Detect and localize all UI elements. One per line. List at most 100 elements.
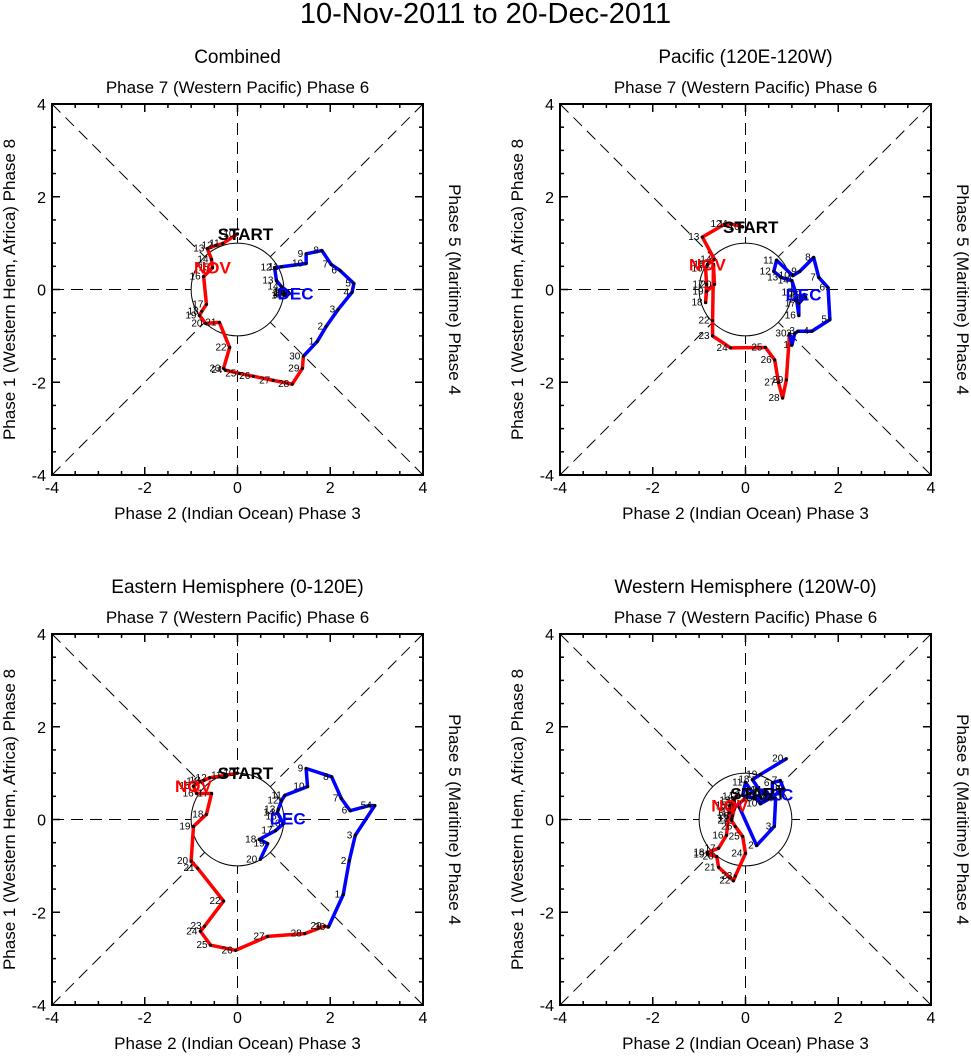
- month-label-dec: DEC: [270, 810, 306, 829]
- panel-title: Combined: [194, 47, 281, 68]
- data-point: [731, 798, 736, 803]
- y-tick-label: 4: [37, 627, 46, 644]
- day-label: 17: [746, 786, 758, 797]
- data-point: [202, 924, 207, 928]
- day-label: 22: [209, 896, 221, 907]
- day-label: 13: [262, 276, 274, 287]
- data-point: [723, 222, 727, 226]
- diagonal-guide: [559, 103, 932, 476]
- start-label: START: [723, 218, 779, 237]
- day-label: 29: [311, 921, 323, 932]
- data-point: [228, 345, 232, 350]
- day-label: 24: [717, 343, 729, 354]
- data-point: [750, 778, 755, 782]
- day-label: 7: [333, 794, 339, 805]
- y-tick-label: 0: [37, 813, 46, 830]
- day-label: 17: [692, 279, 704, 290]
- day-label: 28: [291, 929, 303, 940]
- day-label: 18: [738, 775, 750, 786]
- day-label: 3: [789, 326, 795, 337]
- day-label: 25: [729, 832, 741, 843]
- y-tick-label: 2: [37, 190, 46, 207]
- day-label: 4: [343, 287, 349, 298]
- data-point: [304, 252, 308, 256]
- data-point: [729, 222, 734, 226]
- data-point: [200, 309, 204, 313]
- day-label: 10: [729, 222, 741, 233]
- x-tick-label: 2: [326, 1010, 335, 1027]
- data-point: [257, 837, 261, 842]
- data-point: [802, 293, 806, 297]
- day-label: 11: [732, 777, 743, 788]
- day-label: 16: [275, 289, 287, 300]
- day-label: 8: [323, 772, 329, 783]
- top-axis-label: Phase 7 (Western Pacific) Phase 6: [106, 78, 369, 97]
- left-axis-label: Phase 1 (Western Hem, Africa) Phase 8: [508, 139, 527, 440]
- data-point: [705, 852, 710, 856]
- day-label: 9: [761, 794, 767, 805]
- data-point: [191, 824, 196, 829]
- data-point: [712, 282, 717, 286]
- day-label: 6: [331, 265, 337, 276]
- x-tick-label: -4: [553, 480, 567, 497]
- day-label: 16: [712, 830, 724, 841]
- y-tick-label: -2: [32, 905, 46, 922]
- day-label: 25: [196, 940, 208, 951]
- data-point: [704, 267, 708, 271]
- day-label: 23: [190, 921, 202, 932]
- day-label: 12: [760, 266, 772, 277]
- data-point: [758, 802, 762, 806]
- day-label: 15: [179, 781, 191, 792]
- x-tick-label: 4: [419, 1010, 428, 1027]
- day-label: 25: [225, 368, 237, 379]
- x-axis-label: Phase 2 (Indian Ocean) Phase 3: [114, 1034, 361, 1053]
- day-label: 20: [700, 279, 712, 290]
- day-label: 14: [778, 276, 790, 287]
- data-point: [765, 791, 769, 795]
- x-axis-label: Phase 2 (Indian Ocean) Phase 3: [114, 504, 361, 523]
- data-point: [790, 343, 794, 347]
- unit-circle: [698, 242, 793, 337]
- data-point: [728, 803, 732, 808]
- day-label: 16: [190, 272, 202, 283]
- data-point: [304, 261, 308, 266]
- panel-1: Combined Phase 7 (Western Pacific) Phase …: [0, 47, 464, 523]
- day-label: 8: [805, 253, 811, 264]
- day-label: 20: [792, 293, 804, 304]
- left-axis-label: Phase 1 (Western Hem, Africa) Phase 8: [0, 669, 19, 970]
- y-tick-label: -2: [540, 375, 554, 392]
- day-label: 14: [267, 282, 279, 293]
- data-point: [790, 279, 794, 283]
- day-label: 10: [292, 259, 304, 270]
- day-label: 9: [298, 249, 304, 260]
- data-point: [210, 266, 215, 270]
- day-label: 2: [318, 322, 324, 333]
- data-point: [717, 865, 721, 869]
- month-label-dec: DEC: [757, 786, 793, 805]
- y-tick-label: -4: [540, 468, 554, 485]
- right-axis-label: Phase 5 (Maritime) Phase 4: [953, 184, 971, 395]
- data-point: [330, 775, 334, 779]
- data-point: [769, 797, 773, 801]
- diagonal-guide: [559, 633, 932, 1006]
- data-point: [729, 818, 734, 823]
- data-point: [209, 943, 213, 947]
- top-axis-label: Phase 7 (Western Pacific) Phase 6: [614, 78, 877, 97]
- data-point: [704, 300, 708, 305]
- day-label: 4: [803, 326, 809, 337]
- data-point: [281, 822, 286, 826]
- day-label: 15: [781, 287, 793, 298]
- x-tick-label: 2: [834, 1010, 843, 1027]
- data-point: [304, 766, 308, 771]
- data-point: [217, 320, 222, 325]
- day-label: 28: [768, 393, 780, 404]
- day-label: 13: [719, 795, 731, 806]
- day-label: 17: [261, 826, 273, 837]
- data-point: [273, 829, 278, 833]
- day-label: 26: [239, 371, 251, 382]
- day-label: 24: [186, 926, 198, 937]
- data-point: [276, 807, 280, 811]
- data-point: [712, 257, 717, 261]
- data-point: [339, 797, 343, 801]
